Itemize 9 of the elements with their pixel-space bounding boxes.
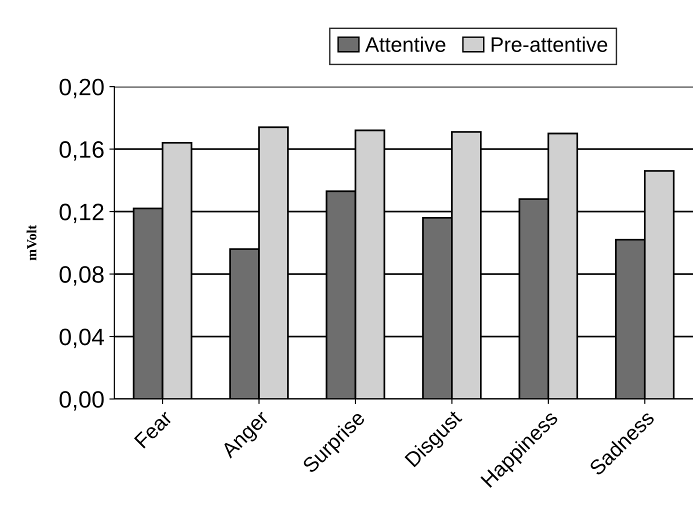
y-axis-title: mVolt — [26, 224, 36, 260]
legend-label: Pre-attentive — [492, 36, 608, 52]
y-tick-label: 0,08 — [60, 266, 104, 286]
y-tick-label: 0,20 — [60, 78, 104, 98]
y-tick-label: 0,00 — [60, 391, 104, 411]
y-tick-label: 0,16 — [60, 141, 104, 161]
legend-label: Attentive — [365, 36, 446, 52]
y-tick-label: 0,04 — [60, 328, 104, 348]
y-tick-label: 0,12 — [60, 204, 104, 224]
